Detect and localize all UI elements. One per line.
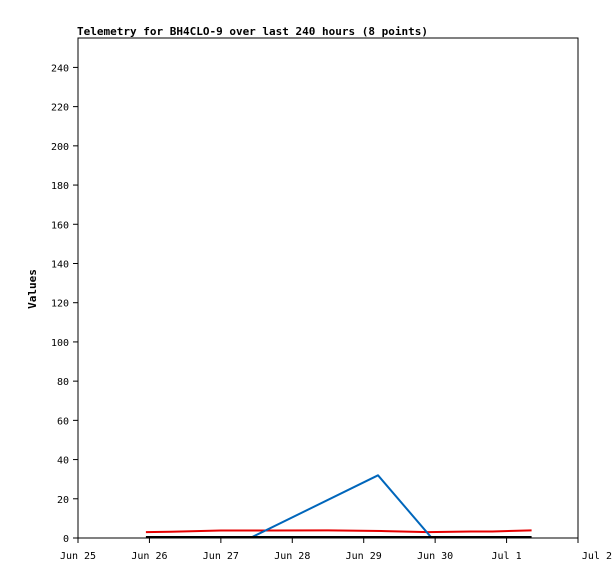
y-tick-label: 120 (51, 299, 69, 310)
x-tick-label: Jul 2 (582, 551, 612, 562)
y-tick-label: 200 (51, 142, 69, 153)
x-tick-label: Jul 1 (492, 551, 522, 562)
chart-title: Telemetry for BH4CLO-9 over last 240 hou… (77, 25, 428, 38)
y-tick-label: 160 (51, 220, 69, 231)
y-tick-label: 20 (57, 495, 69, 506)
series-layer (145, 474, 532, 538)
y-tick-label: 80 (57, 377, 69, 388)
series-line-2 (247, 474, 434, 538)
y-axis-label: Values (26, 269, 39, 309)
x-axis: Jun 25 Jun 26 Jun 27 Jun 28 Jun 29 Jun 30 Jul … (60, 538, 612, 562)
y-tick-label: 220 (51, 103, 69, 114)
y-tick-label: 140 (51, 259, 69, 270)
x-tick-label: Jun 27 (203, 551, 239, 562)
y-tick-label: 0 (63, 534, 69, 545)
y-tick-label: 40 (57, 456, 69, 467)
x-tick-label: Jun 28 (274, 551, 310, 562)
y-axis: 0 20 40 60 80 100 120 140 160 180 200 220 240 (51, 63, 78, 545)
y-tick-label: 180 (51, 181, 69, 192)
x-tick-label: Jun 30 (417, 551, 453, 562)
x-tick-label: Jun 26 (131, 551, 167, 562)
y-tick-label: 100 (51, 338, 69, 349)
y-tick-label: 60 (57, 416, 69, 427)
series-line-1 (145, 529, 532, 534)
x-tick-label: Jun 29 (346, 551, 382, 562)
y-tick-label: 240 (51, 63, 69, 74)
plot-frame (77, 37, 579, 539)
x-tick-label: Jun 25 (60, 551, 96, 562)
